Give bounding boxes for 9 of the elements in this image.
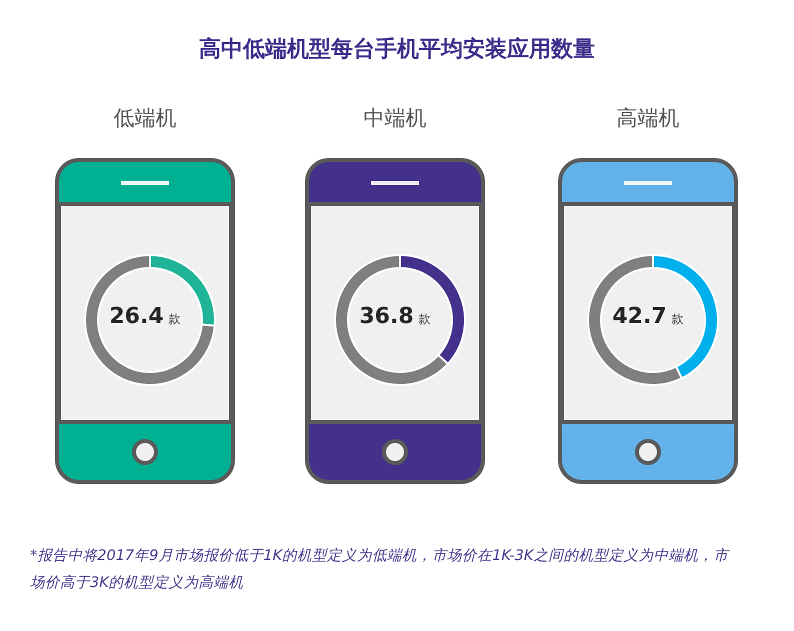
chart-title: 高端机 bbox=[616, 105, 680, 132]
donut-slice bbox=[84, 254, 216, 386]
text: 36.8 款 bbox=[359, 304, 431, 329]
text: 42.7 款 bbox=[612, 304, 684, 329]
text: 高中低端机型每台手机平均安装应用数量 bbox=[198, 36, 596, 64]
chart-title: 低端机 bbox=[112, 105, 178, 132]
chart-title: 中端机 bbox=[362, 105, 428, 132]
text: *报告中将2017年9月市场报价低于1K的机型定义为低端机，市场价在1K-3K之间的机型定义为中端机，市场价高于3K的机型定义为高端机 bbox=[30, 546, 730, 593]
text: 26.4 款 bbox=[109, 304, 181, 329]
